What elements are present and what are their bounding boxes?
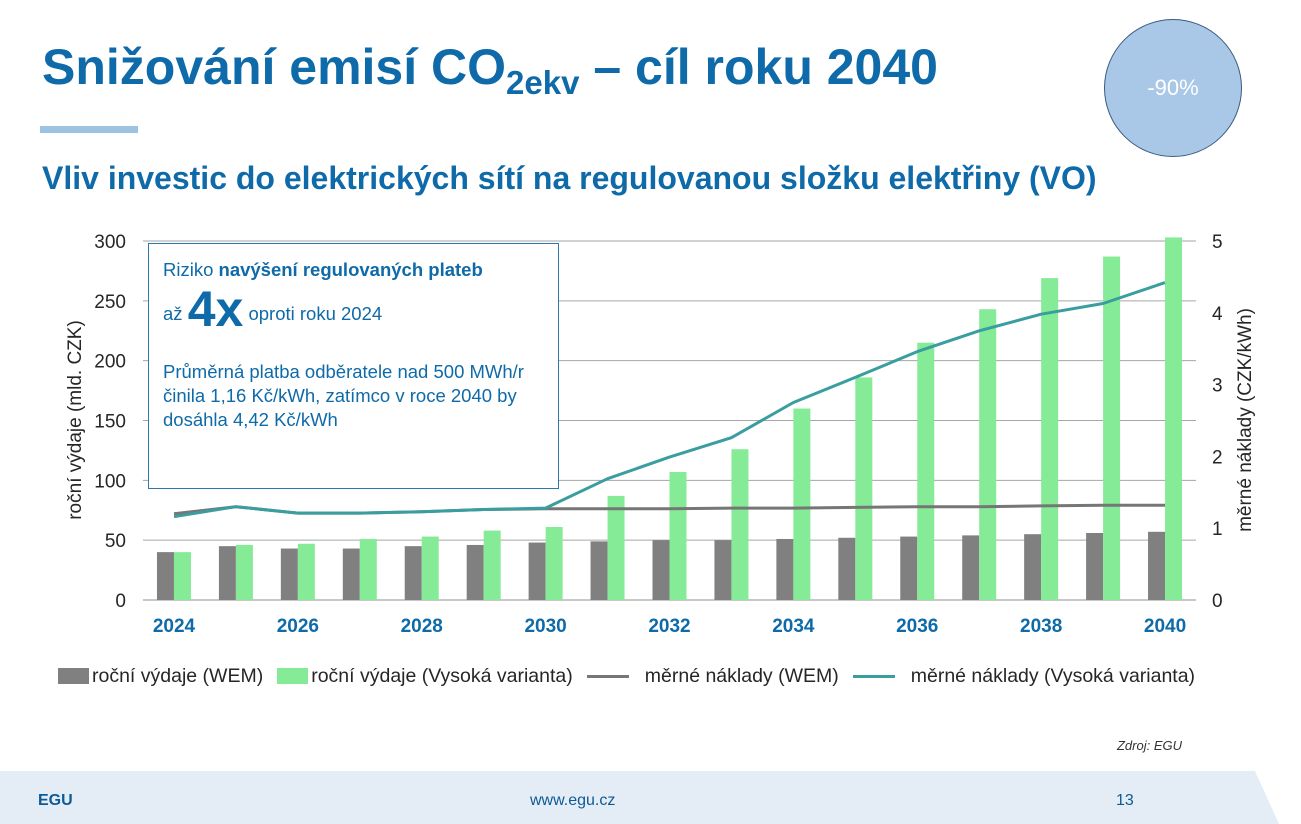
x-tick-label: 2040 <box>1144 616 1186 637</box>
legend-swatch-wem-line <box>586 674 629 678</box>
footer-url[interactable]: www.egu.cz <box>530 792 616 809</box>
callout-line-2-text: až <box>163 303 188 325</box>
bar-wem <box>218 546 236 600</box>
y-tick-label: 250 <box>94 292 126 313</box>
legend-swatch-high-bars <box>277 668 309 684</box>
bar-high <box>1165 237 1183 600</box>
bar-wem <box>528 542 546 600</box>
bar-wem <box>1148 531 1166 600</box>
legend-label-wem-bars: roční výdaje (WEM) <box>92 664 264 687</box>
legend-swatch-high-line <box>852 674 895 678</box>
bar-wem <box>590 541 608 600</box>
bar-high <box>173 552 191 600</box>
bar-high <box>483 530 501 600</box>
callout-multiplier: 4x <box>187 281 244 338</box>
y2-tick-label: 5 <box>1212 232 1223 253</box>
callout-line-2-tail: oproti roku 2024 <box>243 303 383 325</box>
bar-high <box>917 342 935 600</box>
x-tick-label: 2032 <box>648 616 690 637</box>
bar-wem <box>466 544 484 600</box>
bar-high <box>235 544 253 600</box>
callout-line-3: Průměrná platba odběratele nad 500 MWh/r… <box>163 361 524 431</box>
bar-wem <box>714 540 732 600</box>
title-subscript: 2ekv <box>506 64 580 101</box>
slide-title: Snižování emisí CO2ekv – cíl roku 2040 <box>42 39 938 100</box>
bar-wem <box>404 546 422 600</box>
y2-tick-label: 3 <box>1212 376 1223 397</box>
footer-brand: EGU <box>38 792 73 809</box>
y2-tick-label: 1 <box>1212 519 1223 540</box>
bar-wem <box>1086 532 1104 600</box>
callout-line-1: Riziko navýšení regulovaných plateb <box>163 258 544 282</box>
footer: EGU www.egu.cz 13 <box>0 771 1301 824</box>
bar-wem <box>900 536 918 600</box>
y-tick-label: 0 <box>115 591 126 612</box>
bar-wem <box>280 548 298 600</box>
bar-wem <box>962 535 980 600</box>
bar-wem <box>342 548 360 600</box>
bar-high <box>979 309 997 600</box>
bar-high <box>1041 278 1059 600</box>
x-tick-label: 2036 <box>896 616 938 637</box>
bar-wem <box>652 540 670 600</box>
y-tick-label: 50 <box>105 531 126 552</box>
y2-axis-title: měrné náklady (CZK/kWh) <box>1235 308 1256 532</box>
x-tick-label: 2038 <box>1020 616 1062 637</box>
page-number: 13 <box>1116 792 1134 809</box>
bar-wem <box>1024 534 1042 600</box>
risk-callout: Riziko navýšení regulovaných plateb až 4… <box>148 243 559 489</box>
title-tail: – cíl roku 2040 <box>579 39 938 95</box>
callout-line-2: až 4x oproti roku 2024 <box>163 284 544 334</box>
legend-item-wem-line: měrné náklady (WEM) <box>586 664 839 688</box>
footer-background <box>0 771 1279 824</box>
bar-wem <box>776 538 794 600</box>
y2-tick-label: 4 <box>1212 304 1223 325</box>
y-axis-title: roční výdaje (mld. CZK) <box>65 320 86 520</box>
y2-tick-label: 2 <box>1212 447 1223 468</box>
x-tick-label: 2026 <box>277 616 319 637</box>
x-tick-label: 2030 <box>524 616 566 637</box>
legend-label-high-line: měrné náklady (Vysoká varianta) <box>910 664 1196 687</box>
x-tick-label: 2034 <box>772 616 815 637</box>
y-tick-label: 200 <box>94 352 126 373</box>
legend-label-wem-line: měrné náklady (WEM) <box>644 664 839 687</box>
chart-lines <box>173 281 1166 519</box>
callout-line-1-bold: navýšení regulovaných plateb <box>218 259 483 280</box>
bar-high <box>607 495 625 600</box>
y-tick-label: 100 <box>94 471 126 492</box>
reduction-badge: -90% <box>1104 19 1242 157</box>
bar-wem <box>838 537 856 600</box>
bar-high <box>359 538 377 600</box>
bar-high <box>297 543 315 600</box>
y2-tick-label: 0 <box>1212 591 1223 612</box>
legend-label-high-bars: roční výdaje (Vysoká varianta) <box>311 664 573 687</box>
chart-legend: roční výdaje (WEM) roční výdaje (Vysoká … <box>58 662 1288 690</box>
bar-high <box>855 377 873 600</box>
x-tick-label: 2024 <box>153 616 196 637</box>
bar-high <box>1103 256 1121 600</box>
chart-bars <box>156 237 1183 600</box>
legend-swatch-wem-bars <box>58 668 89 684</box>
y-tick-label: 150 <box>94 412 126 433</box>
legend-item-high-bars: roční výdaje (Vysoká varianta) <box>277 665 573 688</box>
bar-high <box>731 449 749 600</box>
legend-item-wem-bars: roční výdaje (WEM) <box>58 665 263 688</box>
chart-axis-labels: roční výdaje (mld. CZK) měrné náklady (CZ… <box>65 308 1256 532</box>
source-note: Zdroj: EGU <box>1116 738 1182 753</box>
callout-line-1-text: Riziko <box>163 259 219 280</box>
x-tick-label: 2028 <box>401 616 443 637</box>
bar-wem <box>156 552 174 600</box>
bar-high <box>421 536 439 600</box>
bar-high <box>793 408 811 600</box>
y-tick-label: 300 <box>94 232 126 253</box>
legend-item-high-line: měrné náklady (Vysoká varianta) <box>852 664 1196 688</box>
bar-high <box>669 471 687 600</box>
title-main: Snižování emisí CO <box>42 39 507 95</box>
reduction-badge-label: -90% <box>1147 75 1199 100</box>
bar-high <box>545 527 563 600</box>
title-underline <box>40 126 138 133</box>
slide-subtitle: Vliv investic do elektrických sítí na re… <box>42 160 1097 196</box>
line-high <box>173 281 1166 519</box>
chart-ticks: 0 50 100 150 200 250 300 0 1 2 3 4 5 2024 2026 2028 2030… <box>94 232 1223 637</box>
